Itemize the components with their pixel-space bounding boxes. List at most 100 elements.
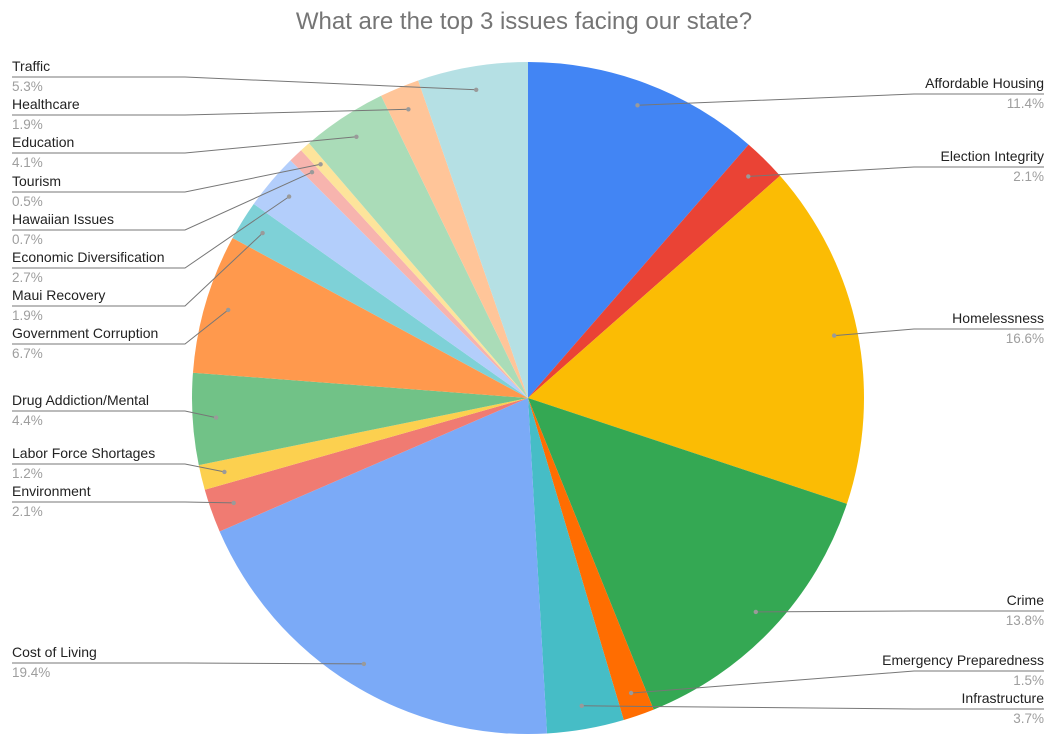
slice-label-text: Traffic [12, 58, 50, 74]
slice-label-education: Education 4.1% [12, 134, 359, 170]
leader-line [12, 662, 364, 665]
pie-slices [191, 62, 865, 734]
slice-label-text: Election Integrity [941, 148, 1045, 164]
leader-line [12, 163, 321, 193]
pie-slice-maui-recovery [232, 203, 529, 398]
leader-line [637, 93, 1044, 106]
leader-line [834, 328, 1044, 337]
pie-slice-healthcare [381, 80, 528, 399]
slice-label-infrastructure: Infrastructure 3.7% [579, 690, 1044, 726]
leader-line [748, 166, 1044, 177]
slice-label-economic-diversification: Economic Diversification 2.7% [12, 194, 292, 285]
slice-label-text: Environment [12, 483, 91, 499]
slice-percent-label: 0.7% [12, 232, 43, 247]
leader-dot [231, 500, 236, 506]
leader-dot [635, 103, 640, 108]
slice-label-hawaiian-issues: Hawaiian Issues 0.7% [12, 170, 315, 247]
slice-percent-label: 5.3% [12, 79, 43, 94]
slice-label-election-integrity: Election Integrity 2.1% [746, 148, 1044, 184]
slice-label-text: Hawaiian Issues [12, 211, 114, 227]
leader-dot [286, 194, 292, 199]
slice-percent-label: 4.1% [12, 155, 43, 170]
chart-title: What are the top 3 issues facing our sta… [296, 8, 752, 35]
slice-label-tourism: Tourism 0.5% [12, 162, 323, 209]
leader-dot [406, 107, 411, 112]
slice-label-text: Maui Recovery [12, 287, 105, 303]
leader-line [12, 171, 313, 231]
leader-dot [832, 333, 837, 338]
slice-label-healthcare: Healthcare 1.9% [12, 96, 411, 132]
leader-dot [309, 170, 315, 175]
slice-percent-label: 6.7% [12, 346, 43, 361]
slice-label-text: Labor Force Shortages [12, 445, 155, 461]
slice-percent-label: 0.5% [12, 194, 43, 209]
slice-label-maui-recovery: Maui Recovery 1.9% [12, 230, 265, 323]
leader-line [12, 108, 409, 116]
pie-slice-labor-force-shortages [198, 398, 528, 490]
leader-line [12, 232, 263, 307]
pie-slice-infrastructure [528, 398, 624, 734]
slice-percent-label: 1.2% [12, 466, 43, 481]
slice-percent-label: 1.9% [12, 308, 43, 323]
slice-percent-label: 2.1% [1013, 169, 1044, 184]
slice-percent-label: 2.7% [12, 270, 43, 285]
slice-label-text: Affordable Housing [925, 75, 1044, 91]
slice-label-text: Drug Addiction/Mental [12, 392, 149, 408]
slice-label-text: Economic Diversification [12, 249, 165, 265]
pie-slice-tourism [301, 143, 528, 398]
pie-slice-government-corruption [192, 237, 528, 398]
leader-dot [628, 690, 634, 696]
leader-line [12, 410, 217, 419]
pie-slice-crime [528, 398, 847, 710]
slice-percent-label: 1.9% [12, 117, 43, 132]
leader-line [631, 670, 1044, 694]
slice-percent-label: 11.4% [1007, 96, 1044, 111]
pie-slice-emergency-preparedness [528, 398, 654, 721]
slice-label-text: Healthcare [12, 96, 80, 112]
slice-label-cost-of-living: Cost of Living 19.4% [12, 644, 367, 680]
slice-label-affordable-housing: Affordable Housing 11.4% [635, 75, 1044, 111]
slice-percent-label: 2.1% [12, 504, 43, 519]
pie-slice-education [308, 95, 528, 399]
leader-line [12, 463, 225, 473]
leader-line [12, 309, 229, 345]
leader-line [12, 76, 477, 91]
slice-labels: Affordable Housing 11.4% Election Integrit… [12, 58, 1044, 726]
pie-slice-election-integrity [528, 144, 781, 398]
leader-dot [474, 87, 479, 93]
slice-percent-label: 1.5% [1013, 673, 1044, 688]
pie-slice-economic-diversification [253, 160, 528, 398]
leader-dot [260, 230, 265, 236]
slice-label-emergency-preparedness: Emergency Preparedness 1.5% [628, 652, 1044, 696]
leader-line [12, 196, 290, 269]
pie-slice-affordable-housing [528, 62, 749, 398]
leader-dot [226, 307, 231, 313]
slice-label-homelessness: Homelessness 16.6% [832, 310, 1044, 346]
slice-label-text: Emergency Preparedness [882, 652, 1044, 668]
slice-label-text: Cost of Living [12, 644, 97, 660]
slice-percent-label: 19.4% [12, 665, 50, 680]
slice-label-text: Government Corruption [12, 325, 158, 341]
slice-percent-label: 16.6% [1006, 331, 1044, 346]
leader-dot [318, 162, 323, 167]
slice-label-text: Crime [1007, 592, 1045, 608]
slice-percent-label: 4.4% [12, 413, 43, 428]
leader-dot [222, 469, 227, 475]
pie-slice-drug-addiction-mental [191, 372, 528, 466]
pie-slice-environment [204, 398, 528, 532]
leader-line [12, 501, 234, 504]
slice-label-crime: Crime 13.8% [753, 592, 1045, 628]
leader-dot [354, 134, 359, 139]
leader-dot [213, 415, 219, 420]
slice-percent-label: 3.7% [1013, 711, 1044, 726]
slice-label-text: Tourism [12, 173, 61, 189]
pie-slice-cost-of-living [219, 398, 547, 734]
leader-dot [746, 174, 751, 179]
slice-label-government-corruption: Government Corruption 6.7% [12, 307, 231, 361]
pie-slice-hawaiian-issues [290, 150, 528, 398]
slice-label-traffic: Traffic 5.3% [12, 58, 479, 94]
slice-percent-label: 13.8% [1006, 613, 1044, 628]
leader-dot [579, 703, 584, 708]
